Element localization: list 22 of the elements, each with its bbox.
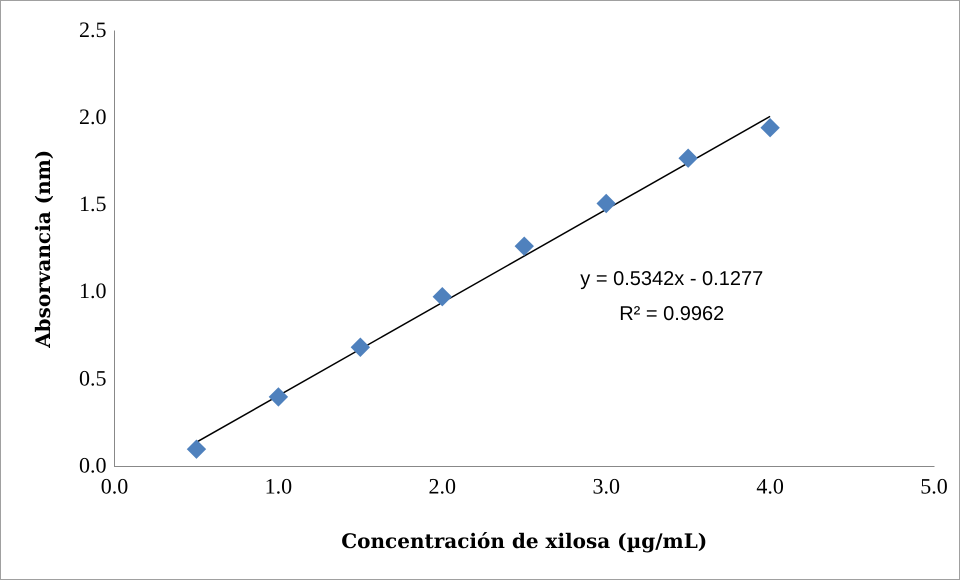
point xyxy=(596,194,616,213)
point xyxy=(350,338,370,357)
y-tick-label: 0.5 xyxy=(79,365,106,390)
x-tick-label: 4.0 xyxy=(756,474,784,499)
point xyxy=(432,287,452,306)
annotation: R² = 0.9962 xyxy=(619,302,724,325)
y-axis-title: Absorvancia (nm) xyxy=(31,150,56,349)
y-tick-label: 1.0 xyxy=(79,278,106,304)
x-tick-label: 1.0 xyxy=(264,474,292,499)
point xyxy=(268,387,288,406)
x-axis-title: Concentración de xilosa (µg/mL) xyxy=(341,529,708,554)
point xyxy=(514,236,534,256)
x-tick-label: 3.0 xyxy=(592,474,620,499)
y-tick-label: 2.5 xyxy=(79,16,106,42)
y-tick-label: 1.5 xyxy=(79,191,106,216)
point xyxy=(678,148,698,168)
annotation: y = 0.5342x - 0.1277 xyxy=(580,268,764,290)
point xyxy=(186,440,206,459)
point xyxy=(760,118,780,138)
x-tick-label: 5.0 xyxy=(920,474,948,499)
x-tick-label: 2.0 xyxy=(428,474,456,499)
y-tick-label: 2.0 xyxy=(79,104,106,129)
